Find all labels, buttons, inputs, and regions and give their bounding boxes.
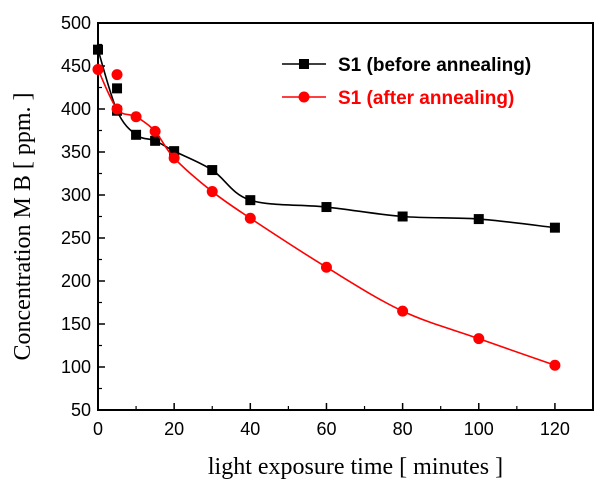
data-point-square — [473, 214, 484, 225]
x-tick-label: 40 — [240, 419, 260, 439]
data-point-square — [150, 135, 161, 146]
data-point-circle — [549, 359, 561, 371]
series-line-after — [97, 69, 556, 367]
x-axis-title: light exposure time [ minutes ] — [208, 454, 503, 480]
data-point-square — [321, 202, 332, 213]
x-tick-label: 120 — [540, 419, 570, 439]
data-point-circle — [168, 152, 180, 164]
data-point-circle — [244, 212, 256, 224]
y-tick-label: 100 — [61, 357, 91, 377]
data-point-square — [131, 129, 142, 140]
data-point-circle — [111, 103, 123, 115]
data-point-square — [112, 83, 123, 94]
data-point-square — [169, 146, 180, 157]
data-point-circle — [111, 69, 123, 81]
legend-label-before: S1 (before annealing) — [338, 55, 531, 76]
x-tick-label: 20 — [164, 419, 184, 439]
y-tick-label: 250 — [61, 228, 91, 248]
y-tick-label: 200 — [61, 271, 91, 291]
data-point-square — [549, 222, 560, 233]
data-point-circle — [206, 186, 218, 198]
data-point-circle — [397, 305, 409, 317]
y-axis-title: Concentration M B [ ppm. ] — [10, 93, 36, 361]
x-tick-label: 0 — [93, 419, 103, 439]
y-tick-label: 450 — [61, 56, 91, 76]
y-tick-label: 400 — [61, 99, 91, 119]
plot-area: 0 20 40 60 80 100 120 50 100 150 200 250 300 350 400 4… — [61, 13, 594, 439]
series-line-before — [97, 49, 556, 229]
y-tick-label: 300 — [61, 185, 91, 205]
y-tick-label: 500 — [61, 13, 91, 33]
legend-label-after: S1 (after annealing) — [338, 88, 514, 109]
legend-entry-before: S1 (before annealing) — [282, 55, 531, 76]
x-tick-label: 80 — [393, 419, 413, 439]
y-tick-label: 50 — [71, 400, 91, 420]
y-tick-label: 350 — [61, 142, 91, 162]
series-layer — [92, 44, 561, 371]
x-tick-label: 100 — [464, 419, 494, 439]
legend-entry-after: S1 (after annealing) — [282, 88, 514, 109]
legend-marker-circle — [298, 91, 310, 103]
y-axis: 50 100 150 200 250 300 350 400 450 500 — [61, 13, 105, 420]
legend: S1 (before annealing) S1 (after annealin… — [282, 55, 531, 109]
data-point-circle — [92, 63, 104, 75]
legend-marker-square — [299, 59, 309, 69]
data-point-circle — [149, 125, 161, 137]
y-tick-label: 150 — [61, 314, 91, 334]
data-point-square — [93, 44, 103, 55]
x-axis: 0 20 40 60 80 100 120 — [93, 403, 570, 439]
data-point-square — [245, 195, 256, 206]
data-point-circle — [473, 333, 485, 345]
data-point-square — [397, 211, 408, 222]
data-point-circle — [320, 261, 332, 273]
data-point-circle — [130, 111, 142, 123]
x-tick-label: 60 — [316, 419, 336, 439]
data-point-square — [207, 165, 218, 176]
